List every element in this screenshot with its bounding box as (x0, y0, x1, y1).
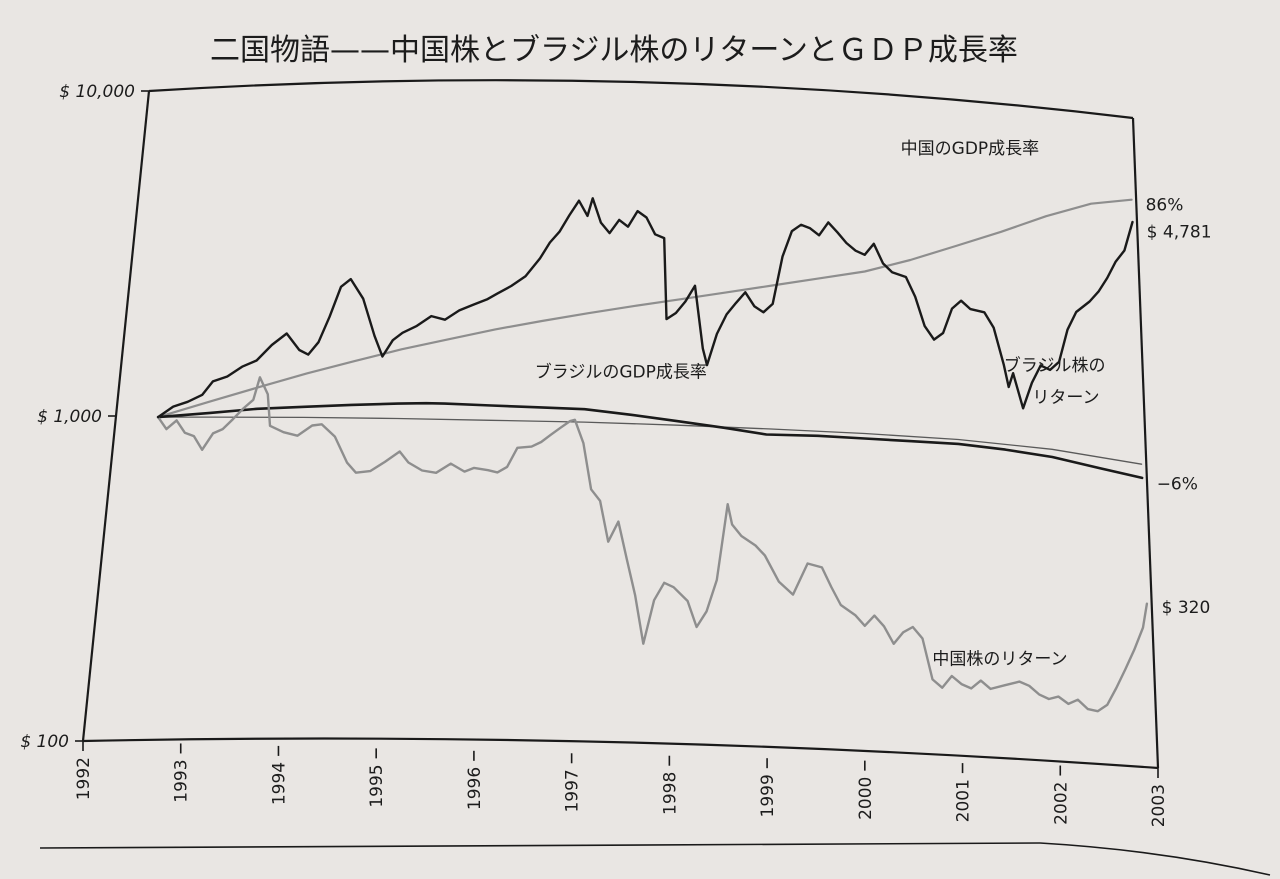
page-rule-curve (1039, 842, 1271, 876)
x-tick-label: 2001 (954, 779, 974, 822)
plot-right-border (1131, 117, 1160, 769)
end-value-label: −6% (1157, 475, 1198, 495)
y-tick-label: $ 100 (20, 732, 69, 752)
x-tick-label: 1994 (269, 762, 289, 805)
chart-title: 二国物語——中国株とブラジル株のリターンとＧＤＰ成長率 (210, 33, 1018, 68)
plot-top-border (148, 79, 1134, 120)
x-tick-label: 1999 (758, 774, 778, 817)
end-label-group: 86% $ 4,781 −6% $ 320 (1146, 196, 1212, 619)
series-line-0 (156, 197, 1134, 419)
end-value-label: 86% (1146, 196, 1184, 216)
series-line-4 (157, 416, 1143, 465)
y-tick-label: $ 1,000 (37, 407, 102, 427)
x-tick-group: 1992 1993 1994 1995 1996 1997 1998 1999 2000 2001… (74, 741, 1169, 827)
x-tick-label: 1998 (660, 772, 680, 815)
series-annotation: ブラジル株の (1004, 355, 1106, 376)
page-rule (39, 842, 1041, 849)
series-line-2 (157, 198, 1133, 419)
series-group (156, 197, 1149, 713)
series-line-3 (156, 401, 1144, 480)
series-annotation: 中国のGDP成長率 (901, 139, 1040, 159)
series-annotation: 中国株のリターン (932, 650, 1067, 670)
x-tick-label: 1993 (172, 759, 192, 802)
x-axis-line (82, 737, 1159, 770)
end-value-label: $ 4,781 (1147, 222, 1212, 242)
x-tick-label: 1996 (465, 767, 485, 810)
y-tick-label: $ 10,000 (59, 82, 135, 102)
series-annotation: リターン (1032, 388, 1099, 408)
x-tick-label: 1995 (367, 764, 387, 807)
x-tick-label: 1992 (74, 757, 94, 800)
x-tick-label: 2002 (1051, 782, 1071, 825)
series-line-1 (156, 376, 1149, 713)
y-tick-group: $ 10,000 $ 1,000 $ 100 (20, 82, 149, 752)
end-value-label: $ 320 (1162, 598, 1211, 618)
series-annotation: ブラジルのGDP成長率 (535, 361, 707, 382)
x-tick-label: 1997 (563, 769, 583, 812)
x-tick-label: 2003 (1149, 784, 1169, 827)
x-tick-label: 2000 (856, 777, 876, 820)
